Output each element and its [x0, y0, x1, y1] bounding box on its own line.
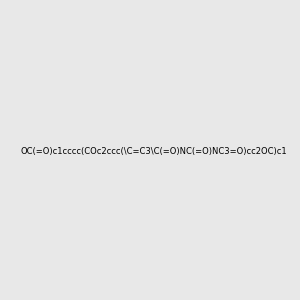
- Text: OC(=O)c1cccc(COc2ccc(\C=C3\C(=O)NC(=O)NC3=O)cc2OC)c1: OC(=O)c1cccc(COc2ccc(\C=C3\C(=O)NC(=O)NC…: [20, 147, 287, 156]
